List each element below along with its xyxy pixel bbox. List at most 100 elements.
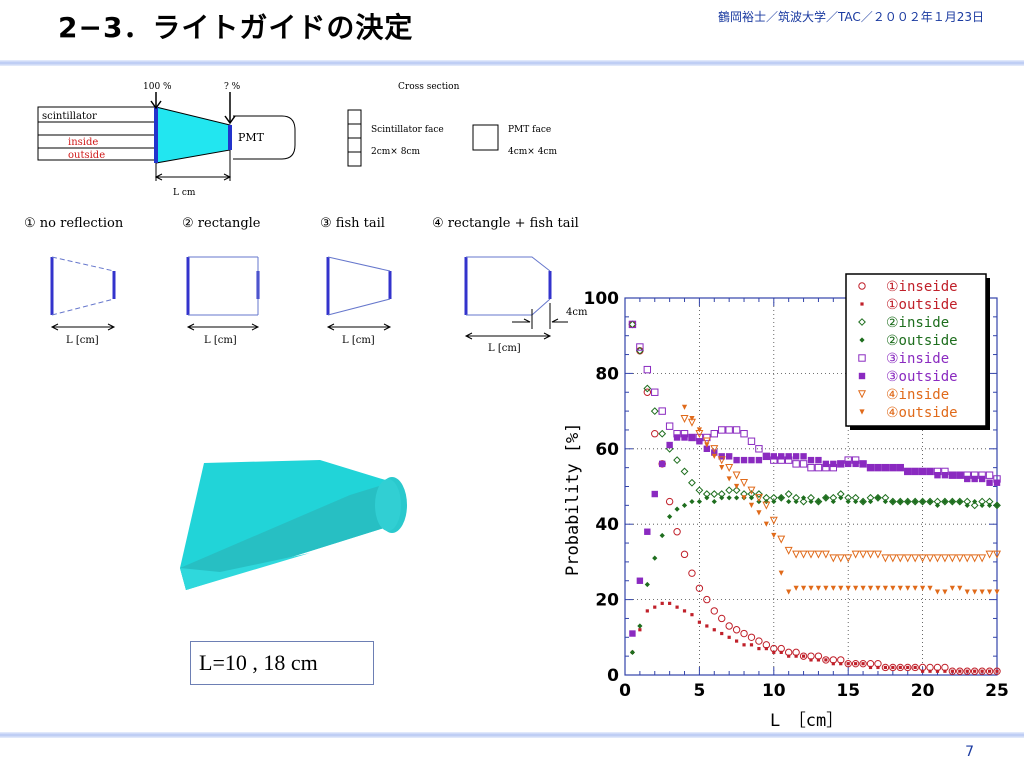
data-series: [680, 414, 1002, 563]
chart-axes: 0 5 10 15 20 25 0 20 40 60 80 100: [584, 289, 1009, 701]
data-point: [660, 601, 664, 605]
legend-label: ①inseide: [886, 279, 958, 295]
data-point: [904, 663, 912, 672]
data-point: [705, 624, 709, 628]
data-point: [903, 554, 912, 563]
data-point: [905, 585, 911, 591]
data-point: [985, 550, 994, 559]
data-point: [823, 585, 829, 591]
data-point: [876, 665, 880, 670]
data-point: [859, 460, 867, 468]
data-point: [874, 464, 882, 471]
data-point: [845, 585, 851, 591]
legend-box: [845, 273, 987, 427]
config-label-3: ③ fish tail: [320, 216, 385, 231]
data-point: [956, 471, 963, 479]
data-point: [948, 667, 957, 675]
data-point: [718, 426, 726, 434]
data-point: [735, 639, 739, 643]
config-label-2: ② rectangle: [182, 216, 261, 231]
data-point: [636, 343, 644, 351]
data-point: [918, 554, 927, 563]
light-guide-3d-end-rim: [375, 479, 401, 531]
y-tick-label: 20: [595, 591, 619, 611]
data-point: [644, 581, 650, 588]
data-point: [772, 650, 776, 654]
data-point: [697, 620, 701, 624]
data-point: [734, 483, 740, 490]
data-point: [943, 669, 947, 673]
data-point: [846, 662, 850, 666]
data-point: [777, 493, 786, 502]
data-point: [815, 585, 822, 591]
data-point: [993, 501, 1001, 510]
data-point: [882, 585, 888, 591]
data-point: [771, 532, 777, 539]
scintillator-label: scintillator: [42, 111, 97, 122]
data-point: [666, 441, 673, 449]
data-point: [920, 498, 926, 505]
data-point: [973, 669, 977, 673]
data-point: [940, 554, 949, 563]
data-point: [690, 613, 694, 617]
data-point: [821, 550, 830, 559]
data-point: [718, 614, 726, 623]
data-point: [978, 667, 986, 675]
data-point: [629, 649, 636, 655]
data-point: [786, 498, 792, 505]
data-point: [830, 460, 837, 468]
data-point: [948, 497, 957, 506]
chart-xlabel: L ［cm］: [770, 711, 843, 731]
data-point: [769, 516, 778, 525]
config4-dim-right: [543, 332, 552, 340]
data-point: [778, 495, 784, 501]
data-point: [792, 550, 801, 559]
light-guide-3d-render: [180, 460, 407, 590]
data-point: [942, 589, 948, 595]
data-point: [851, 659, 860, 668]
chart-marks: [628, 320, 1002, 675]
data-point: [710, 607, 718, 615]
data-point: [681, 502, 688, 508]
header-meta: 鶴岡裕士／筑波大学／TAC／２００２年１月23日: [717, 10, 984, 24]
data-point: [830, 498, 836, 505]
data-point: [726, 476, 732, 482]
data-point: [903, 497, 912, 506]
data-point: [858, 318, 866, 326]
data-point: [703, 595, 711, 604]
light-guide-schematic: scintillator inside outside PMT 100 % ? …: [37, 82, 557, 198]
config1-dim-label: L [cm]: [66, 335, 99, 346]
data-point: [950, 669, 954, 673]
data-point: [859, 409, 865, 415]
data-point: [868, 665, 873, 670]
data-point: [710, 430, 718, 438]
data-point: [860, 585, 866, 591]
data-point: [844, 554, 853, 563]
data-point: [963, 667, 971, 675]
data-point: [985, 667, 994, 675]
data-series: [629, 434, 1001, 637]
data-point: [874, 493, 882, 502]
scint-face-label: Scintillator face: [371, 125, 444, 135]
data-point: [777, 535, 786, 544]
data-point: [778, 453, 785, 460]
data-point: [927, 585, 933, 591]
data-point: [948, 554, 957, 563]
data-point: [643, 365, 652, 374]
data-point: [799, 460, 808, 468]
data-point: [710, 490, 719, 498]
data-point: [858, 372, 866, 380]
data-point: [740, 456, 748, 464]
data-point: [979, 589, 985, 595]
data-point: [854, 662, 858, 666]
data-point: [636, 577, 644, 584]
data-point: [755, 637, 763, 645]
x-tick-label: 5: [693, 681, 705, 701]
data-point: [740, 430, 748, 438]
data-point: [651, 490, 658, 498]
data-point: [695, 486, 704, 495]
data-point: [888, 554, 897, 563]
data-point: [838, 495, 844, 501]
data-point: [732, 626, 741, 634]
data-point: [740, 479, 749, 488]
